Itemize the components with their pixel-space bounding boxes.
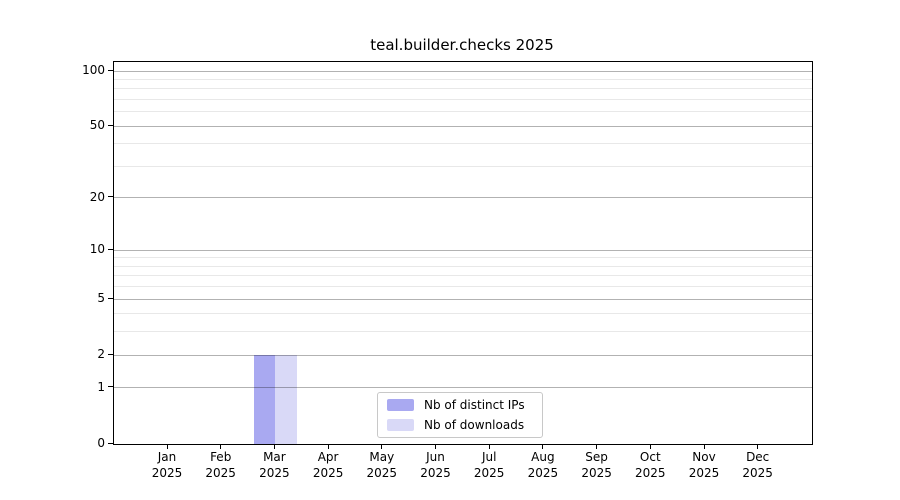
major-gridline [114,249,812,251]
x-tick-label: Aug 2025 [511,449,575,481]
x-tick-year: 2025 [205,466,236,480]
x-tick-month: May [369,450,395,464]
x-tick-month: Dec [746,450,770,464]
x-tick-month: Jul [481,450,497,464]
y-tick-label: 100 [82,63,105,78]
x-tick-label: Nov 2025 [672,449,736,481]
x-tick-mark [327,444,329,449]
x-tick-label: Jan 2025 [135,449,199,481]
x-tick-year: 2025 [420,466,451,480]
legend-item-downloads: Nb of downloads [387,417,533,434]
x-tick-label: Feb 2025 [189,449,253,481]
minor-gridline [114,331,812,333]
y-tick-label: 5 [97,291,105,306]
x-tick-mark [220,444,222,449]
y-tick-label: 0 [97,436,105,450]
x-tick-year: 2025 [742,466,773,480]
x-tick-month: Jun [426,450,445,464]
x-tick-mark [273,444,275,449]
major-gridline [114,387,812,389]
x-tick-mark [166,444,168,449]
x-tick-year: 2025 [312,466,344,480]
legend-item-distinct-ips: Nb of distinct IPs [387,397,533,414]
y-tick-label: 10 [89,242,105,257]
minor-gridline [114,99,812,101]
x-tick-mark [703,444,705,449]
y-tick-label: 1 [97,379,105,394]
minor-gridline [114,286,812,288]
y-tick-mark [108,386,113,388]
x-tick-label: Apr 2025 [296,449,360,481]
x-tick-label: May 2025 [350,449,414,481]
x-tick-year: 2025 [366,466,398,480]
major-gridline [114,70,812,72]
y-tick-label: 50 [89,118,105,133]
x-tick-month: Feb [210,450,232,464]
legend-swatch-downloads [387,419,414,431]
x-tick-month: Jan [157,450,177,464]
x-tick-mark [649,444,651,449]
x-tick-mark [757,444,759,449]
minor-gridline [114,166,812,167]
y-tick-mark [108,248,113,250]
x-tick-year: 2025 [635,466,666,480]
x-tick-month: Aug [531,450,555,464]
legend-swatch-distinct-ips [387,399,414,411]
x-tick-mark [542,444,544,449]
minor-gridline [114,275,812,277]
bar-nb-of-downloads [275,355,297,444]
y-tick-mark [108,353,113,355]
x-tick-year: 2025 [527,466,559,480]
legend-label-distinct-ips: Nb of distinct IPs [424,397,525,412]
y-tick-mark [108,69,113,71]
major-gridline [114,354,812,356]
x-tick-year: 2025 [151,466,183,480]
legend-label-downloads: Nb of downloads [424,417,525,432]
x-tick-label: Sep 2025 [565,449,629,481]
bar-nb-of-distinct-ips [253,355,276,444]
y-tick-mark [108,442,113,444]
x-tick-label: Dec 2025 [726,449,790,481]
x-tick-mark [381,444,383,449]
minor-gridline [114,257,812,259]
x-tick-year: 2025 [581,466,612,480]
minor-gridline [114,78,812,80]
y-tick-mark [108,196,113,198]
x-tick-month: Apr [317,450,339,464]
minor-gridline [114,88,812,90]
minor-gridline [114,313,812,315]
x-tick-month: Mar [263,450,286,464]
y-tick-label: 2 [97,347,105,362]
x-tick-mark [435,444,436,449]
chart-title: teal.builder.checks 2025 [370,36,554,54]
x-tick-month: Sep [585,450,608,464]
major-gridline [114,298,812,300]
legend: Nb of distinct IPs Nb of downloads [377,392,543,438]
minor-gridline [114,111,812,113]
x-tick-label: Oct 2025 [618,449,682,481]
x-tick-year: 2025 [259,466,290,480]
major-gridline [114,125,812,127]
x-tick-mark [488,444,490,449]
y-tick-label: 20 [89,189,105,204]
x-tick-month: Oct [639,450,661,464]
plot-area [113,61,813,445]
minor-gridline [114,143,812,145]
y-tick-mark [108,124,113,126]
x-tick-month: Nov [692,450,716,464]
y-tick-mark [108,297,113,299]
x-tick-year: 2025 [688,466,720,480]
major-gridline [114,197,812,199]
x-tick-label: Jun 2025 [404,449,468,481]
x-tick-year: 2025 [473,466,505,480]
x-tick-label: Jul 2025 [457,449,521,481]
x-tick-mark [596,444,598,449]
x-tick-label: Mar 2025 [242,449,306,481]
minor-gridline [114,265,812,267]
